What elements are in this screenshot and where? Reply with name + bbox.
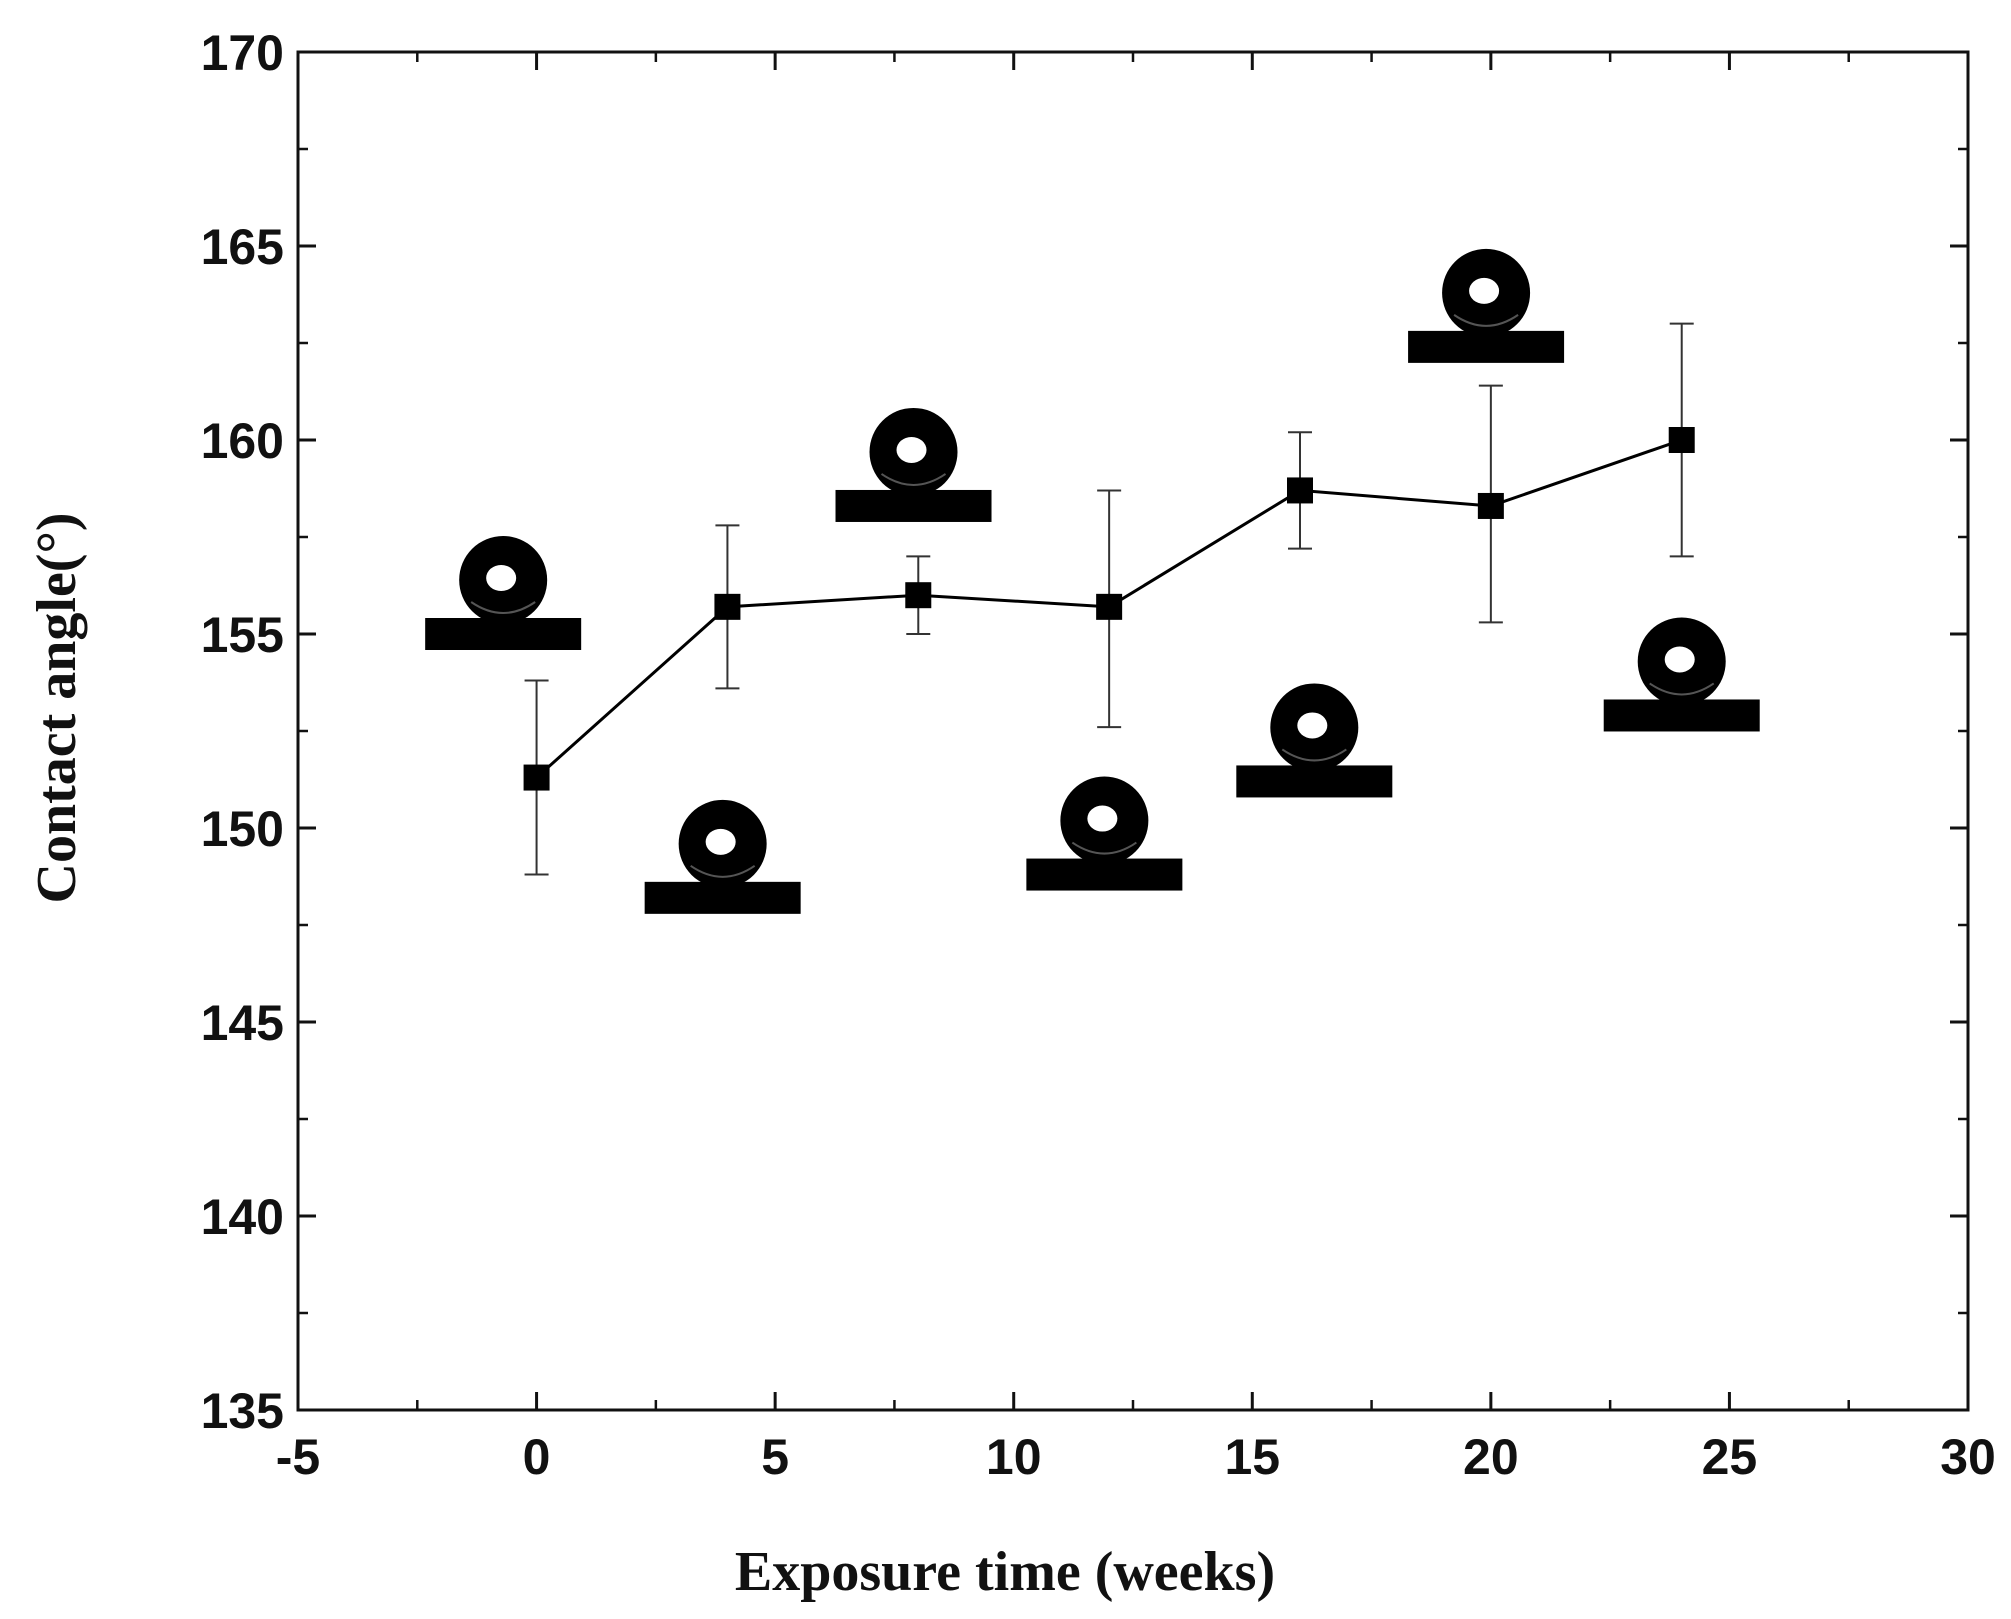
droplet-highlight — [1087, 805, 1118, 832]
y-tick-label: 140 — [201, 1189, 284, 1245]
droplet-images — [425, 248, 1760, 914]
y-tick-label: 170 — [201, 25, 284, 81]
data-series — [523, 322, 1695, 876]
x-tick-label: 5 — [761, 1429, 789, 1485]
droplet-highlight — [486, 565, 517, 591]
droplet-week-24 — [1603, 617, 1760, 732]
droplet-reflection — [880, 473, 947, 486]
droplet-reflection — [1071, 841, 1137, 855]
x-tick-label: 25 — [1702, 1429, 1758, 1485]
y-tick-label: 145 — [201, 995, 284, 1051]
droplet-reflection — [1453, 314, 1519, 327]
droplet-highlight — [1664, 646, 1695, 673]
x-tick-label: 20 — [1463, 1429, 1519, 1485]
y-tick-label: 165 — [201, 219, 284, 275]
data-point — [1668, 427, 1695, 453]
data-point — [714, 593, 741, 620]
data-point — [523, 764, 550, 791]
x-tick-label: 30 — [1940, 1429, 1996, 1485]
data-point — [905, 582, 932, 609]
data-point — [1477, 492, 1504, 519]
droplet-reflection — [690, 865, 756, 878]
data-point — [1287, 477, 1313, 504]
y-tick-label: 160 — [201, 413, 284, 469]
droplet-week-8 — [835, 407, 992, 522]
x-tick-label: -5 — [276, 1429, 320, 1485]
droplet-highlight — [1297, 712, 1328, 739]
x-axis-title: Exposure time (weeks) — [735, 1541, 1275, 1603]
droplet-reflection — [470, 601, 536, 614]
x-tick-label: 15 — [1224, 1429, 1280, 1485]
droplet-reflection — [1649, 682, 1715, 696]
y-tick-label: 135 — [201, 1383, 284, 1439]
x-tick-label: 0 — [523, 1429, 551, 1485]
droplet-highlight — [1469, 277, 1500, 304]
droplet-highlight — [705, 828, 736, 855]
y-axis-title: Contact angle(°) — [26, 513, 88, 904]
droplet-week-12 — [1026, 776, 1183, 891]
tick-labels: -5 0 5 10 15 20 25 30 135 140 145 150 155 160 165 170 — [201, 25, 1996, 1485]
ticks — [296, 50, 1970, 1412]
x-tick-label: 10 — [986, 1429, 1042, 1485]
droplet-reflection — [1281, 748, 1347, 762]
droplet-week-20 — [1408, 248, 1565, 363]
droplet-highlight — [896, 436, 927, 463]
droplet-week-4 — [644, 799, 801, 914]
data-point — [1096, 593, 1123, 620]
droplet-week-16 — [1236, 683, 1393, 798]
y-tick-label: 150 — [201, 801, 284, 857]
droplet-week-0 — [425, 536, 582, 650]
y-tick-label: 155 — [201, 607, 284, 663]
